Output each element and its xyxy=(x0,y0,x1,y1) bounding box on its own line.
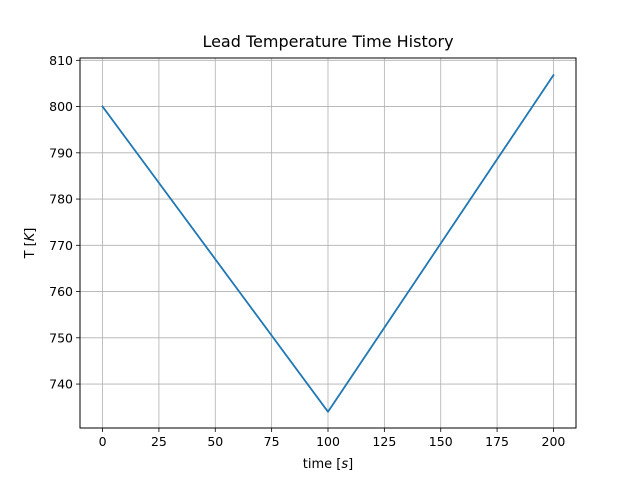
y-tick-label: 790 xyxy=(49,145,73,160)
temperature-series-line xyxy=(101,73,555,413)
x-tick-label: 100 xyxy=(316,434,340,449)
y-tick-label: 740 xyxy=(49,377,73,392)
x-tick-label: 0 xyxy=(99,434,107,449)
y-tick-label: 770 xyxy=(49,238,73,253)
y-tick-label: 780 xyxy=(49,192,73,207)
grid-lines xyxy=(80,58,576,428)
y-axis-label: T [K] xyxy=(23,228,38,260)
y-tick-label: 810 xyxy=(49,53,73,68)
y-tick-label: 800 xyxy=(49,99,73,114)
x-tick-label: 75 xyxy=(264,434,280,449)
y-tick-label: 760 xyxy=(49,284,73,299)
x-axis-label: time [s] xyxy=(303,457,353,472)
x-tick-label: 150 xyxy=(429,434,453,449)
chart-title: Lead Temperature Time History xyxy=(202,32,453,51)
x-tick-label: 200 xyxy=(542,434,566,449)
x-tick-label: 25 xyxy=(151,434,167,449)
x-tick-label: 50 xyxy=(207,434,223,449)
x-tick-label: 125 xyxy=(372,434,396,449)
x-tick-label: 175 xyxy=(485,434,509,449)
y-tick-label: 750 xyxy=(49,330,73,345)
series-layer xyxy=(101,73,555,413)
axis-ticks: 0 25 50 75 100 125 150 175 200 740 750 760 770 780 790… xyxy=(49,53,565,449)
